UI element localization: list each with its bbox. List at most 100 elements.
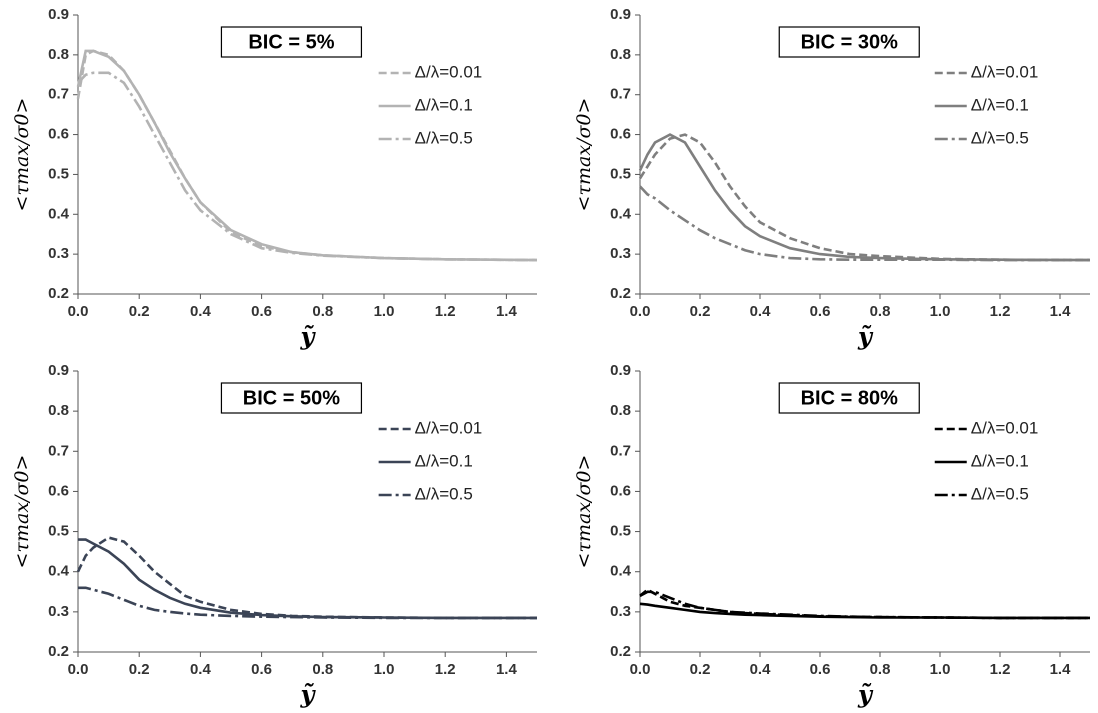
y-tick-label: 0.3: [610, 603, 631, 620]
series-line: [76, 49, 538, 262]
legend-label: Δ/λ=0.5: [415, 484, 473, 503]
y-tick-label: 0.6: [48, 482, 69, 499]
series-line: [76, 49, 538, 262]
x-tick-label: 1.2: [990, 661, 1011, 678]
chart-title: BIC = 5%: [248, 31, 334, 53]
chart-title: BIC = 80%: [801, 387, 898, 409]
y-tick-label: 0.6: [610, 126, 631, 143]
x-tick-label: 1.4: [496, 661, 518, 678]
chart-title: BIC = 50%: [243, 387, 340, 409]
y-tick-label: 0.3: [48, 603, 69, 620]
y-tick-label: 0.4: [610, 563, 632, 580]
y-tick-label: 0.4: [610, 205, 632, 222]
y-tick-label: 0.8: [48, 46, 69, 63]
y-tick-label: 0.8: [610, 402, 631, 419]
y-tick-label: 0.4: [48, 205, 70, 222]
x-tick-label: 0.6: [810, 661, 831, 678]
title-box: [220, 26, 363, 58]
legend-label: Δ/λ=0.1: [971, 95, 1029, 114]
legend-label: Δ/λ=0.5: [415, 128, 473, 147]
x-tick-label: 0.4: [750, 303, 772, 320]
legend-label: Δ/λ=0.1: [415, 95, 473, 114]
y-tick-label: 0.6: [610, 482, 631, 499]
x-axis-label: ỹ: [857, 680, 874, 709]
x-tick-label: 0.0: [68, 661, 89, 678]
x-tick-label: 1.4: [1050, 303, 1072, 320]
x-tick-label: 0.0: [630, 661, 651, 678]
y-tick-label: 0.7: [48, 86, 69, 103]
panel: 0.20.30.40.50.60.70.80.90.0 0.2 0.4 0.6 0.8 1…: [11, 6, 538, 351]
title-box: [220, 382, 363, 414]
y-axis-label: <τmax/σ0>: [573, 98, 595, 212]
y-tick-label: 0.7: [48, 442, 69, 459]
legend-label: Δ/λ=0.5: [971, 128, 1029, 147]
y-tick-label: 0.3: [48, 245, 69, 262]
x-tick-label: 0.0: [68, 303, 89, 320]
x-axis-label: ỹ: [857, 322, 874, 351]
legend-label: Δ/λ=0.01: [971, 418, 1039, 437]
x-tick-label: 0.6: [251, 303, 272, 320]
x-tick-label: 1.0: [930, 303, 951, 320]
series-line: [78, 586, 537, 620]
x-tick-label: 0.2: [690, 661, 711, 678]
y-tick-label: 0.3: [610, 245, 631, 262]
legend-label: Δ/λ=0.01: [415, 62, 483, 81]
chart-title: BIC = 30%: [801, 31, 898, 53]
legend-label: Δ/λ=0.5: [971, 484, 1029, 503]
y-tick-label: 0.4: [48, 563, 70, 580]
y-tick-label: 0.5: [48, 165, 69, 182]
x-tick-label: 0.8: [312, 661, 333, 678]
x-axis-label: ỹ: [300, 680, 317, 709]
panel: 0.20.30.40.50.60.70.80.90.0 0.2 0.4 0.6 0.8 1…: [573, 362, 1090, 709]
y-tick-label: 0.2: [48, 643, 69, 660]
series-line: [639, 185, 1090, 262]
x-tick-label: 1.0: [930, 661, 951, 678]
x-tick-label: 0.6: [810, 303, 831, 320]
y-tick-label: 0.9: [48, 362, 69, 379]
x-tick-label: 0.4: [190, 303, 212, 320]
y-tick-label: 0.9: [48, 6, 69, 23]
x-tick-label: 0.2: [129, 303, 150, 320]
x-tick-label: 0.2: [690, 303, 711, 320]
x-tick-label: 0.0: [630, 303, 651, 320]
series-line: [639, 590, 1090, 620]
x-tick-label: 1.4: [1050, 661, 1072, 678]
y-tick-label: 0.2: [610, 285, 631, 302]
legend-label: Δ/λ=0.1: [971, 451, 1029, 470]
panel: 0.20.30.40.50.60.70.80.90.0 0.2 0.4 0.6 0.8 1…: [11, 362, 537, 709]
title-box: [778, 26, 920, 58]
series-line: [76, 536, 537, 620]
title-box: [778, 382, 920, 414]
x-tick-label: 1.2: [435, 661, 456, 678]
y-axis-label: <τmax/σ0>: [11, 455, 33, 569]
legend-label: Δ/λ=0.01: [415, 418, 483, 437]
x-tick-label: 0.2: [129, 661, 150, 678]
x-tick-label: 1.4: [496, 303, 518, 320]
y-axis-label: <τmax/σ0>: [11, 98, 33, 212]
y-tick-label: 0.7: [610, 86, 631, 103]
y-axis-label: <τmax/σ0>: [573, 455, 595, 569]
y-tick-label: 0.6: [48, 126, 69, 143]
y-tick-label: 0.9: [610, 362, 631, 379]
y-tick-label: 0.8: [48, 402, 69, 419]
y-tick-label: 0.7: [610, 442, 631, 459]
x-tick-label: 0.8: [312, 303, 333, 320]
series-line: [77, 71, 538, 262]
y-tick-label: 0.8: [610, 46, 631, 63]
x-tick-label: 1.2: [435, 303, 456, 320]
y-tick-label: 0.9: [610, 6, 631, 23]
x-tick-label: 0.4: [190, 661, 212, 678]
legend-label: Δ/λ=0.01: [971, 62, 1039, 81]
x-tick-label: 1.0: [374, 661, 395, 678]
x-tick-label: 0.4: [750, 661, 772, 678]
x-tick-label: 0.8: [870, 661, 891, 678]
series-line: [78, 538, 537, 620]
x-tick-label: 1.2: [990, 303, 1011, 320]
y-tick-label: 0.2: [48, 285, 69, 302]
x-tick-label: 1.0: [374, 303, 395, 320]
y-tick-label: 0.2: [610, 643, 631, 660]
x-tick-label: 0.8: [870, 303, 891, 320]
y-tick-label: 0.5: [48, 523, 69, 540]
x-axis-label: ỹ: [300, 322, 317, 351]
